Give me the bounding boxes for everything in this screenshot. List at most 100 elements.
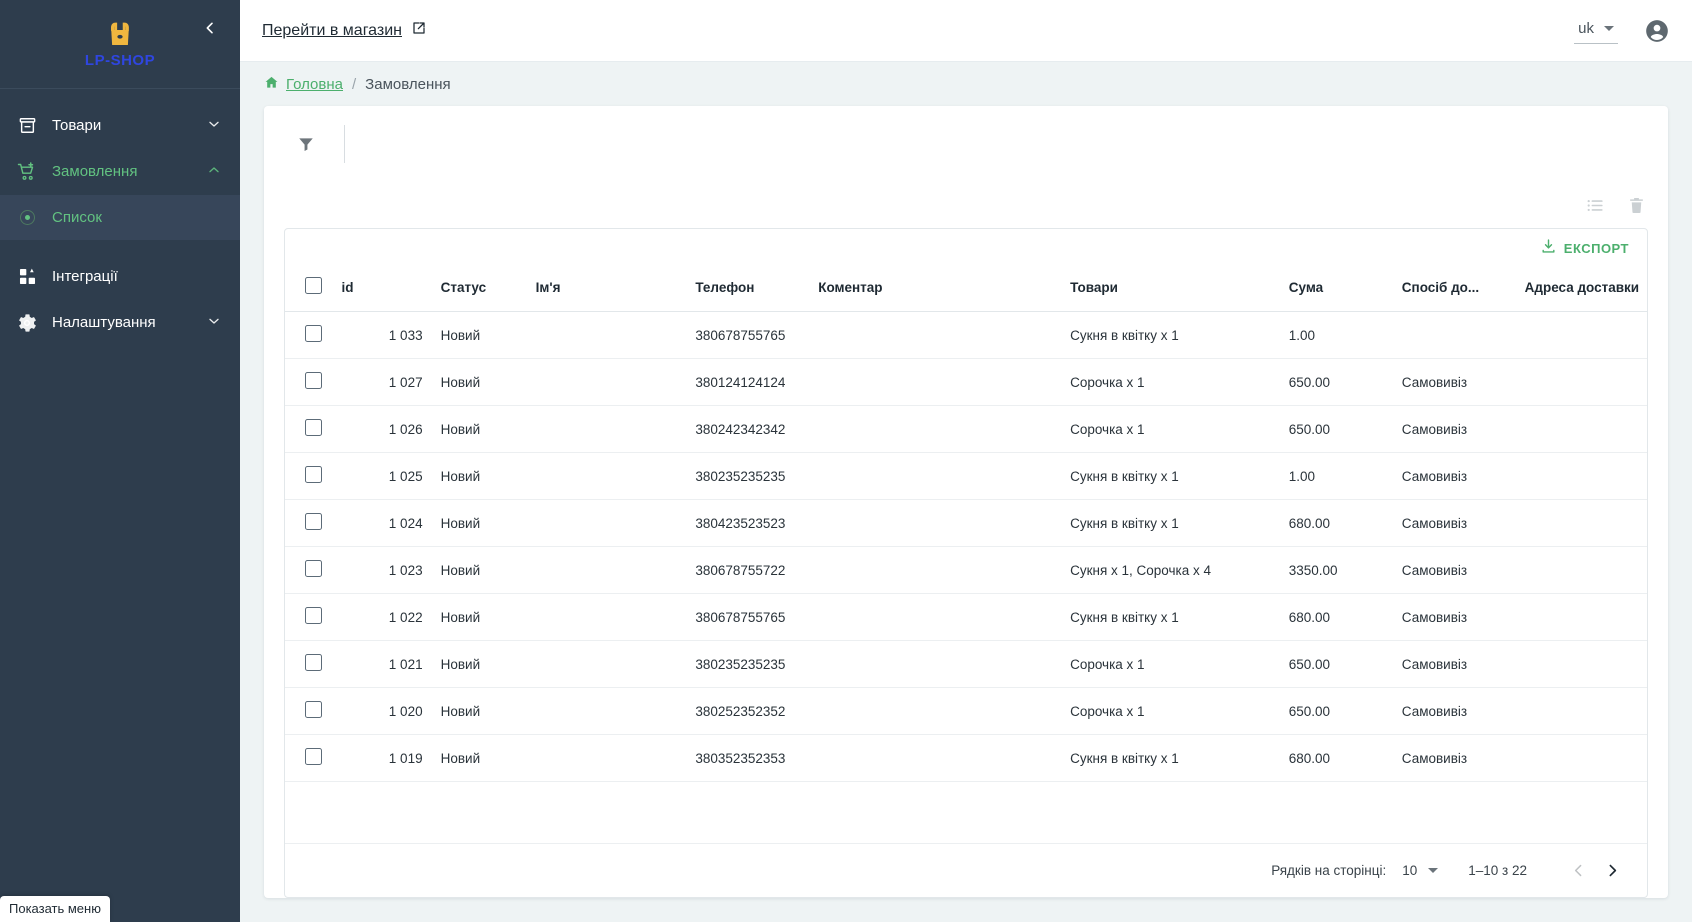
select-all-checkbox[interactable]: [305, 277, 322, 294]
cell-comment: [818, 405, 1071, 453]
table-row[interactable]: 1 024 Новий 380423523523 Сукня в квітку x 1…: [285, 499, 1647, 547]
cell-comment: [818, 452, 1071, 500]
sidebar-subitem-list[interactable]: Список: [0, 195, 240, 240]
table-row[interactable]: 1 022 Новий 380678755765 Сукня в квітку x 1…: [285, 593, 1647, 641]
col-header-comment[interactable]: Коментар: [818, 267, 1071, 312]
list-columns-icon[interactable]: [1586, 196, 1605, 215]
col-header-name[interactable]: Ім'я: [535, 267, 696, 312]
cell-address: [1524, 499, 1647, 547]
sidebar-item-integrations[interactable]: Інтеграції: [0, 254, 240, 299]
chevron-up-icon[interactable]: [206, 162, 222, 182]
row-checkbox[interactable]: [305, 748, 322, 765]
table-row[interactable]: 1 021 Новий 380235235235 Сорочка x 1 650.00 С…: [285, 640, 1647, 688]
chevron-down-icon[interactable]: [206, 313, 222, 333]
col-header-goods[interactable]: Товари: [1070, 267, 1289, 312]
row-checkbox[interactable]: [305, 654, 322, 671]
toolbar-divider: [344, 125, 345, 163]
cell-id: 1 020: [341, 687, 423, 735]
table-scroll[interactable]: id Статус Ім'я Телефон Коментар Товари С…: [285, 267, 1647, 843]
chevron-left-icon[interactable]: [198, 16, 222, 40]
archive-box-icon: [14, 116, 40, 135]
cell-phone: 380352352353: [695, 734, 819, 782]
row-checkbox[interactable]: [305, 325, 322, 342]
next-page-button[interactable]: [1595, 854, 1629, 888]
sidebar-item-label: Замовлення: [52, 163, 138, 180]
sidebar-item-products[interactable]: Товари: [0, 103, 240, 148]
col-header-id[interactable]: id: [341, 267, 423, 312]
breadcrumb-home-link[interactable]: Головна: [264, 75, 343, 94]
cell-phone: 380423523523: [695, 499, 819, 547]
table-row[interactable]: 1 023 Новий 380678755722 Сукня x 1, Сорочка…: [285, 546, 1647, 594]
show-menu-tooltip: Показать меню: [0, 896, 110, 922]
cell-status: Новий: [422, 311, 536, 359]
funnel-filter-icon[interactable]: [286, 124, 326, 164]
language-select[interactable]: uk: [1574, 18, 1618, 44]
go-to-shop-link[interactable]: Перейти в магазин: [262, 20, 427, 41]
row-checkbox[interactable]: [305, 372, 322, 389]
row-select-cell: [285, 405, 342, 453]
table-row[interactable]: 1 019 Новий 380352352353 Сукня в квітку x 1…: [285, 734, 1647, 782]
table-tools: [264, 182, 1668, 228]
table-row[interactable]: 1 027 Новий 380124124124 Сорочка x 1 650.00 С…: [285, 358, 1647, 406]
cell-name: [535, 687, 696, 735]
cell-sum: 3350.00: [1288, 546, 1402, 594]
table-row[interactable]: 1 025 Новий 380235235235 Сукня в квітку x 1…: [285, 452, 1647, 500]
caret-down-icon: [1604, 25, 1614, 31]
cell-comment: [818, 499, 1071, 547]
select-all-cell: [285, 267, 342, 312]
sidebar-item-label: Інтеграції: [52, 268, 118, 285]
cell-goods: Сукня в квітку x 1: [1070, 593, 1289, 641]
col-header-sum[interactable]: Сума: [1288, 267, 1402, 312]
cell-goods: Сорочка x 1: [1070, 640, 1289, 688]
account-circle-icon[interactable]: [1644, 18, 1670, 44]
cell-name: [535, 452, 696, 500]
cell-address: [1524, 546, 1647, 594]
col-header-status[interactable]: Статус: [422, 267, 536, 312]
row-checkbox[interactable]: [305, 701, 322, 718]
row-select-cell: [285, 734, 342, 782]
table-body: 1 033 Новий 380678755765 Сукня в квітку x 1…: [285, 311, 1647, 782]
breadcrumb: Головна / Замовлення: [240, 62, 1692, 106]
rows-per-page-select[interactable]: 10: [1402, 863, 1439, 878]
table-row[interactable]: 1 020 Новий 380252352352 Сорочка x 1 650.00 С…: [285, 687, 1647, 735]
rows-per-page-label: Рядків на сторінці:: [1271, 863, 1387, 878]
cell-delivery: Самовивіз: [1401, 640, 1525, 688]
row-checkbox[interactable]: [305, 607, 322, 624]
col-header-address[interactable]: Адреса доставки: [1524, 267, 1647, 312]
row-checkbox[interactable]: [305, 513, 322, 530]
sidebar-item-orders[interactable]: Замовлення: [0, 149, 240, 194]
cell-goods: Сукня в квітку x 1: [1070, 311, 1289, 359]
prev-page-button[interactable]: [1561, 854, 1595, 888]
export-button[interactable]: ЕКСПОРТ: [1540, 238, 1629, 258]
table-head: id Статус Ім'я Телефон Коментар Товари С…: [285, 267, 1647, 312]
cell-sum: 680.00: [1288, 734, 1402, 782]
cell-delivery: Самовивіз: [1401, 734, 1525, 782]
cell-status: Новий: [422, 593, 536, 641]
sidebar-item-label: Товари: [52, 117, 102, 134]
cell-comment: [818, 687, 1071, 735]
col-header-delivery[interactable]: Спосіб до...: [1401, 267, 1525, 312]
row-checkbox[interactable]: [305, 466, 322, 483]
row-checkbox[interactable]: [305, 560, 322, 577]
table-row[interactable]: 1 033 Новий 380678755765 Сукня в квітку x 1…: [285, 311, 1647, 359]
cell-comment: [818, 546, 1071, 594]
col-header-phone[interactable]: Телефон: [695, 267, 819, 312]
cell-goods: Сорочка x 1: [1070, 405, 1289, 453]
cell-phone: 380252352352: [695, 687, 819, 735]
table-row[interactable]: 1 026 Новий 380242342342 Сорочка x 1 650.00 С…: [285, 405, 1647, 453]
row-checkbox[interactable]: [305, 419, 322, 436]
trash-icon[interactable]: [1627, 196, 1646, 215]
cell-name: [535, 734, 696, 782]
sidebar-brand: LP-SHOP: [0, 0, 240, 88]
cell-name: [535, 358, 696, 406]
table-header-row: id Статус Ім'я Телефон Коментар Товари С…: [285, 267, 1647, 312]
cell-address: [1524, 687, 1647, 735]
chevron-down-icon[interactable]: [206, 116, 222, 136]
sidebar-item-settings[interactable]: Налаштування: [0, 300, 240, 345]
cell-address: [1524, 734, 1647, 782]
cell-sum: 680.00: [1288, 499, 1402, 547]
breadcrumb-current: Замовлення: [365, 75, 451, 93]
cell-goods: Сукня x 1, Сорочка x 4: [1070, 546, 1289, 594]
cell-sum: 650.00: [1288, 640, 1402, 688]
row-select-cell: [285, 593, 342, 641]
